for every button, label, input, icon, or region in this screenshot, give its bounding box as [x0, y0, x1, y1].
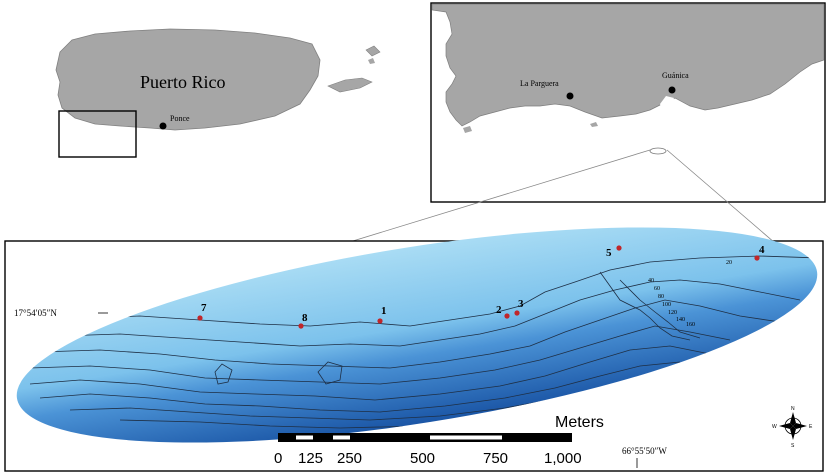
- depth-label: 120: [668, 310, 677, 316]
- site-1-marker: [377, 318, 383, 324]
- study-area-outline: [649, 147, 667, 155]
- island-label: Puerto Rico: [140, 72, 226, 92]
- scale-tick-label: 500: [410, 450, 435, 467]
- guanica-label: Guánica: [662, 71, 689, 80]
- scale-bar: Meters 0 125 250 500 750 1,000: [274, 414, 604, 467]
- culebra-island: [365, 45, 381, 57]
- compass-rose-icon: N S E W: [772, 406, 813, 449]
- depth-contours: [29, 255, 821, 429]
- bathymetry-ellipse: [16, 227, 818, 443]
- puerto-rico-island: [55, 28, 321, 131]
- mona-islet: [368, 58, 375, 64]
- site-label: 4: [759, 244, 765, 256]
- inset-islet-2: [590, 122, 598, 127]
- site-label: 5: [606, 247, 612, 259]
- depth-label: 20: [726, 260, 732, 266]
- ponce-label: Ponce: [170, 114, 190, 123]
- inset-map: La Parguera Guánica: [430, 2, 826, 203]
- depth-label: 100: [662, 302, 671, 308]
- detail-map: 20 40 60 80 100 120 140 160 1 2 3 4 5 7 …: [4, 227, 824, 472]
- depth-label: 80: [658, 294, 664, 300]
- guanica-bay: [660, 96, 674, 112]
- site-3-marker: [514, 310, 520, 316]
- compass-e: E: [809, 424, 813, 430]
- scale-tick-label: 250: [337, 450, 362, 467]
- vieques-island: [327, 77, 373, 93]
- site-label: 8: [302, 312, 308, 324]
- scale-tick-label: 1,000: [544, 450, 582, 467]
- depth-label: 160: [686, 322, 695, 328]
- site-labels: 1 2 3 4 5 7 8: [201, 244, 765, 324]
- site-label: 3: [518, 298, 524, 310]
- guanica-marker: [668, 86, 676, 94]
- scale-tick-label: 750: [483, 450, 508, 467]
- site-5-marker: [616, 245, 622, 251]
- site-2-marker: [504, 313, 510, 319]
- site-label: 1: [381, 305, 387, 317]
- site-label: 2: [496, 304, 502, 316]
- la-parguera-label: La Parguera: [520, 79, 559, 88]
- scale-unit-label: Meters: [555, 414, 604, 431]
- site-4-marker: [754, 255, 760, 261]
- inset-islet-1: [463, 126, 472, 133]
- latitude-label: 17°54′05″N: [14, 308, 57, 318]
- scale-tick-label: 125: [298, 450, 323, 467]
- la-parguera-marker: [566, 92, 574, 100]
- depth-label: 140: [676, 317, 685, 323]
- depth-label: 40: [648, 278, 654, 284]
- longitude-label: 66°55′50″W: [622, 446, 667, 456]
- site-markers: [197, 245, 760, 329]
- overview-map: Puerto Rico Ponce: [55, 28, 381, 158]
- site-8-marker: [298, 323, 304, 329]
- compass-n: N: [791, 406, 795, 412]
- compass-w: W: [772, 424, 777, 430]
- site-label: 7: [201, 302, 207, 314]
- inset-locator-box: [58, 110, 137, 158]
- site-7-marker: [197, 315, 203, 321]
- ponce-marker: [159, 122, 167, 130]
- inset-land: [431, 3, 825, 127]
- compass-s: S: [791, 443, 795, 449]
- depth-label: 60: [654, 286, 660, 292]
- scale-tick-label: 0: [274, 450, 282, 467]
